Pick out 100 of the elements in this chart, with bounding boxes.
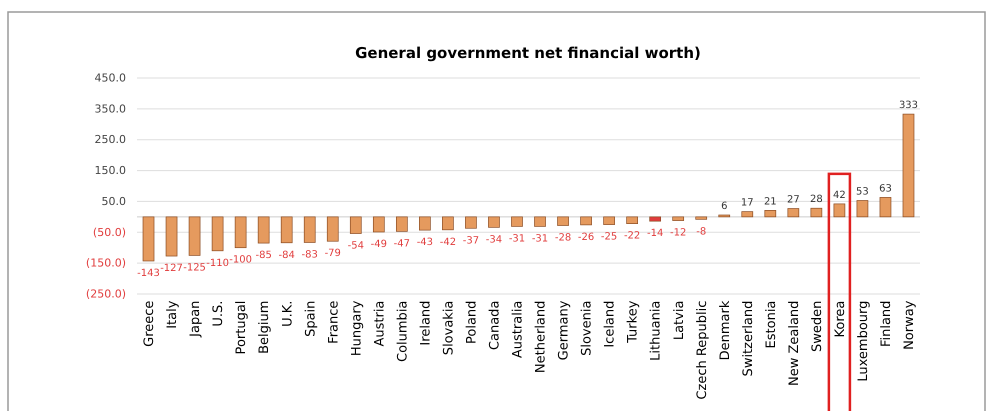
x-tick-label: U.S.: [211, 300, 226, 327]
bar: [488, 216, 500, 228]
x-tick-label: Norway: [902, 300, 918, 350]
data-label: -125: [183, 262, 206, 274]
x-tick-label: Luxembourg: [856, 300, 871, 382]
x-tick-label: Spain: [303, 300, 318, 337]
chart-title: General government net financial worth): [355, 44, 701, 62]
data-label: 17: [740, 198, 754, 209]
x-tick-label: Greece: [142, 300, 158, 347]
x-tick-label: Slovakia: [441, 300, 456, 356]
data-label: 63: [879, 183, 892, 194]
x-tick-label: Australia: [510, 300, 526, 358]
bar: [741, 211, 754, 218]
bar: [603, 216, 615, 225]
x-tick-label: Sweden: [810, 300, 825, 352]
bar: [234, 216, 246, 248]
bar: [672, 216, 684, 221]
y-tick-label: (50.0): [92, 226, 126, 239]
bar: [350, 216, 362, 234]
y-tick-label: 150.0: [94, 164, 126, 178]
x-tick-label: Belgium: [257, 300, 272, 354]
y-tick-label: (250.0): [86, 288, 126, 301]
bar: [810, 208, 822, 218]
data-label: -28: [554, 232, 572, 244]
data-label: -49: [370, 238, 387, 250]
y-tick-label: 250.0: [94, 133, 126, 146]
data-label: -12: [670, 228, 686, 239]
bar: [396, 216, 408, 232]
y-tick-label: (150.0): [86, 256, 126, 270]
bar: [419, 216, 431, 230]
data-label: -31: [532, 233, 548, 244]
bar: [626, 216, 638, 224]
y-tick-label: 50.0: [102, 194, 126, 208]
x-tick-label: Slovenia: [580, 300, 595, 356]
data-label: -42: [440, 236, 456, 248]
x-tick-label: Germany: [556, 300, 572, 360]
x-tick-label: Austria: [372, 300, 388, 347]
bar: [465, 216, 477, 229]
bar: [580, 216, 592, 226]
data-label: 21: [764, 196, 777, 208]
x-tick-label: Italy: [165, 300, 180, 329]
bar: [695, 216, 708, 220]
x-tick-label: New Zealand: [786, 300, 802, 386]
y-tick-label: 350.0: [94, 102, 126, 116]
bar: [442, 216, 454, 230]
data-label: -127: [160, 263, 183, 274]
data-label: 27: [786, 194, 800, 206]
data-label: -83: [302, 249, 318, 260]
bar: [834, 204, 846, 218]
data-label: -25: [600, 232, 618, 243]
bar: [856, 200, 868, 218]
data-label: -85: [255, 250, 272, 262]
data-label: -54: [348, 240, 364, 252]
data-label: -110: [206, 258, 229, 269]
x-tick-label: Switzerland: [740, 300, 756, 376]
data-label: 28: [810, 194, 823, 206]
bar: [557, 216, 569, 226]
bar: [304, 216, 316, 243]
data-label: -31: [508, 233, 526, 244]
x-tick-label: Estonia: [764, 300, 779, 348]
data-label: -37: [462, 235, 480, 246]
x-tick-label: Poland: [464, 300, 480, 344]
x-tick-label: Czech Republic: [694, 300, 710, 400]
data-label: -22: [624, 230, 640, 242]
x-tick-label: Latvia: [672, 300, 687, 340]
bar: [188, 216, 200, 256]
data-label: -84: [278, 250, 295, 261]
x-tick-label: Portugal: [234, 300, 250, 354]
bar: [534, 216, 546, 227]
x-tick-label: Finland: [879, 300, 894, 348]
data-label: -79: [324, 248, 341, 260]
data-label: -43: [416, 237, 434, 248]
data-label: -34: [486, 234, 502, 246]
data-label: -47: [394, 238, 410, 250]
bar: [511, 216, 523, 227]
bar: [212, 216, 224, 252]
data-label: -26: [578, 232, 594, 243]
data-label: -100: [229, 254, 252, 266]
bar: [258, 216, 270, 244]
x-tick-label: Hungary: [349, 300, 364, 356]
x-tick-label: Denmark: [718, 300, 733, 360]
y-tick-label: 450.0: [94, 72, 126, 85]
bar: [649, 216, 662, 222]
x-tick-label: Turkey: [626, 300, 641, 344]
x-tick-label: U.K.: [280, 300, 296, 327]
data-label: 42: [833, 190, 846, 201]
bar: [787, 208, 800, 218]
data-label: -143: [137, 268, 160, 279]
x-tick-label: Lithuania: [648, 300, 664, 361]
x-tick-label: Netherland: [534, 300, 549, 374]
bar: [142, 216, 154, 262]
data-label: 333: [898, 100, 918, 112]
x-tick-label: Ireland: [418, 300, 434, 346]
data-label: 53: [856, 186, 869, 198]
data-label: -14: [646, 228, 664, 240]
x-tick-label: Japan: [188, 300, 204, 338]
data-label: -8: [696, 226, 706, 238]
data-label: 6: [721, 201, 728, 212]
bar: [280, 216, 293, 244]
x-tick-label: Columbia: [395, 300, 410, 362]
